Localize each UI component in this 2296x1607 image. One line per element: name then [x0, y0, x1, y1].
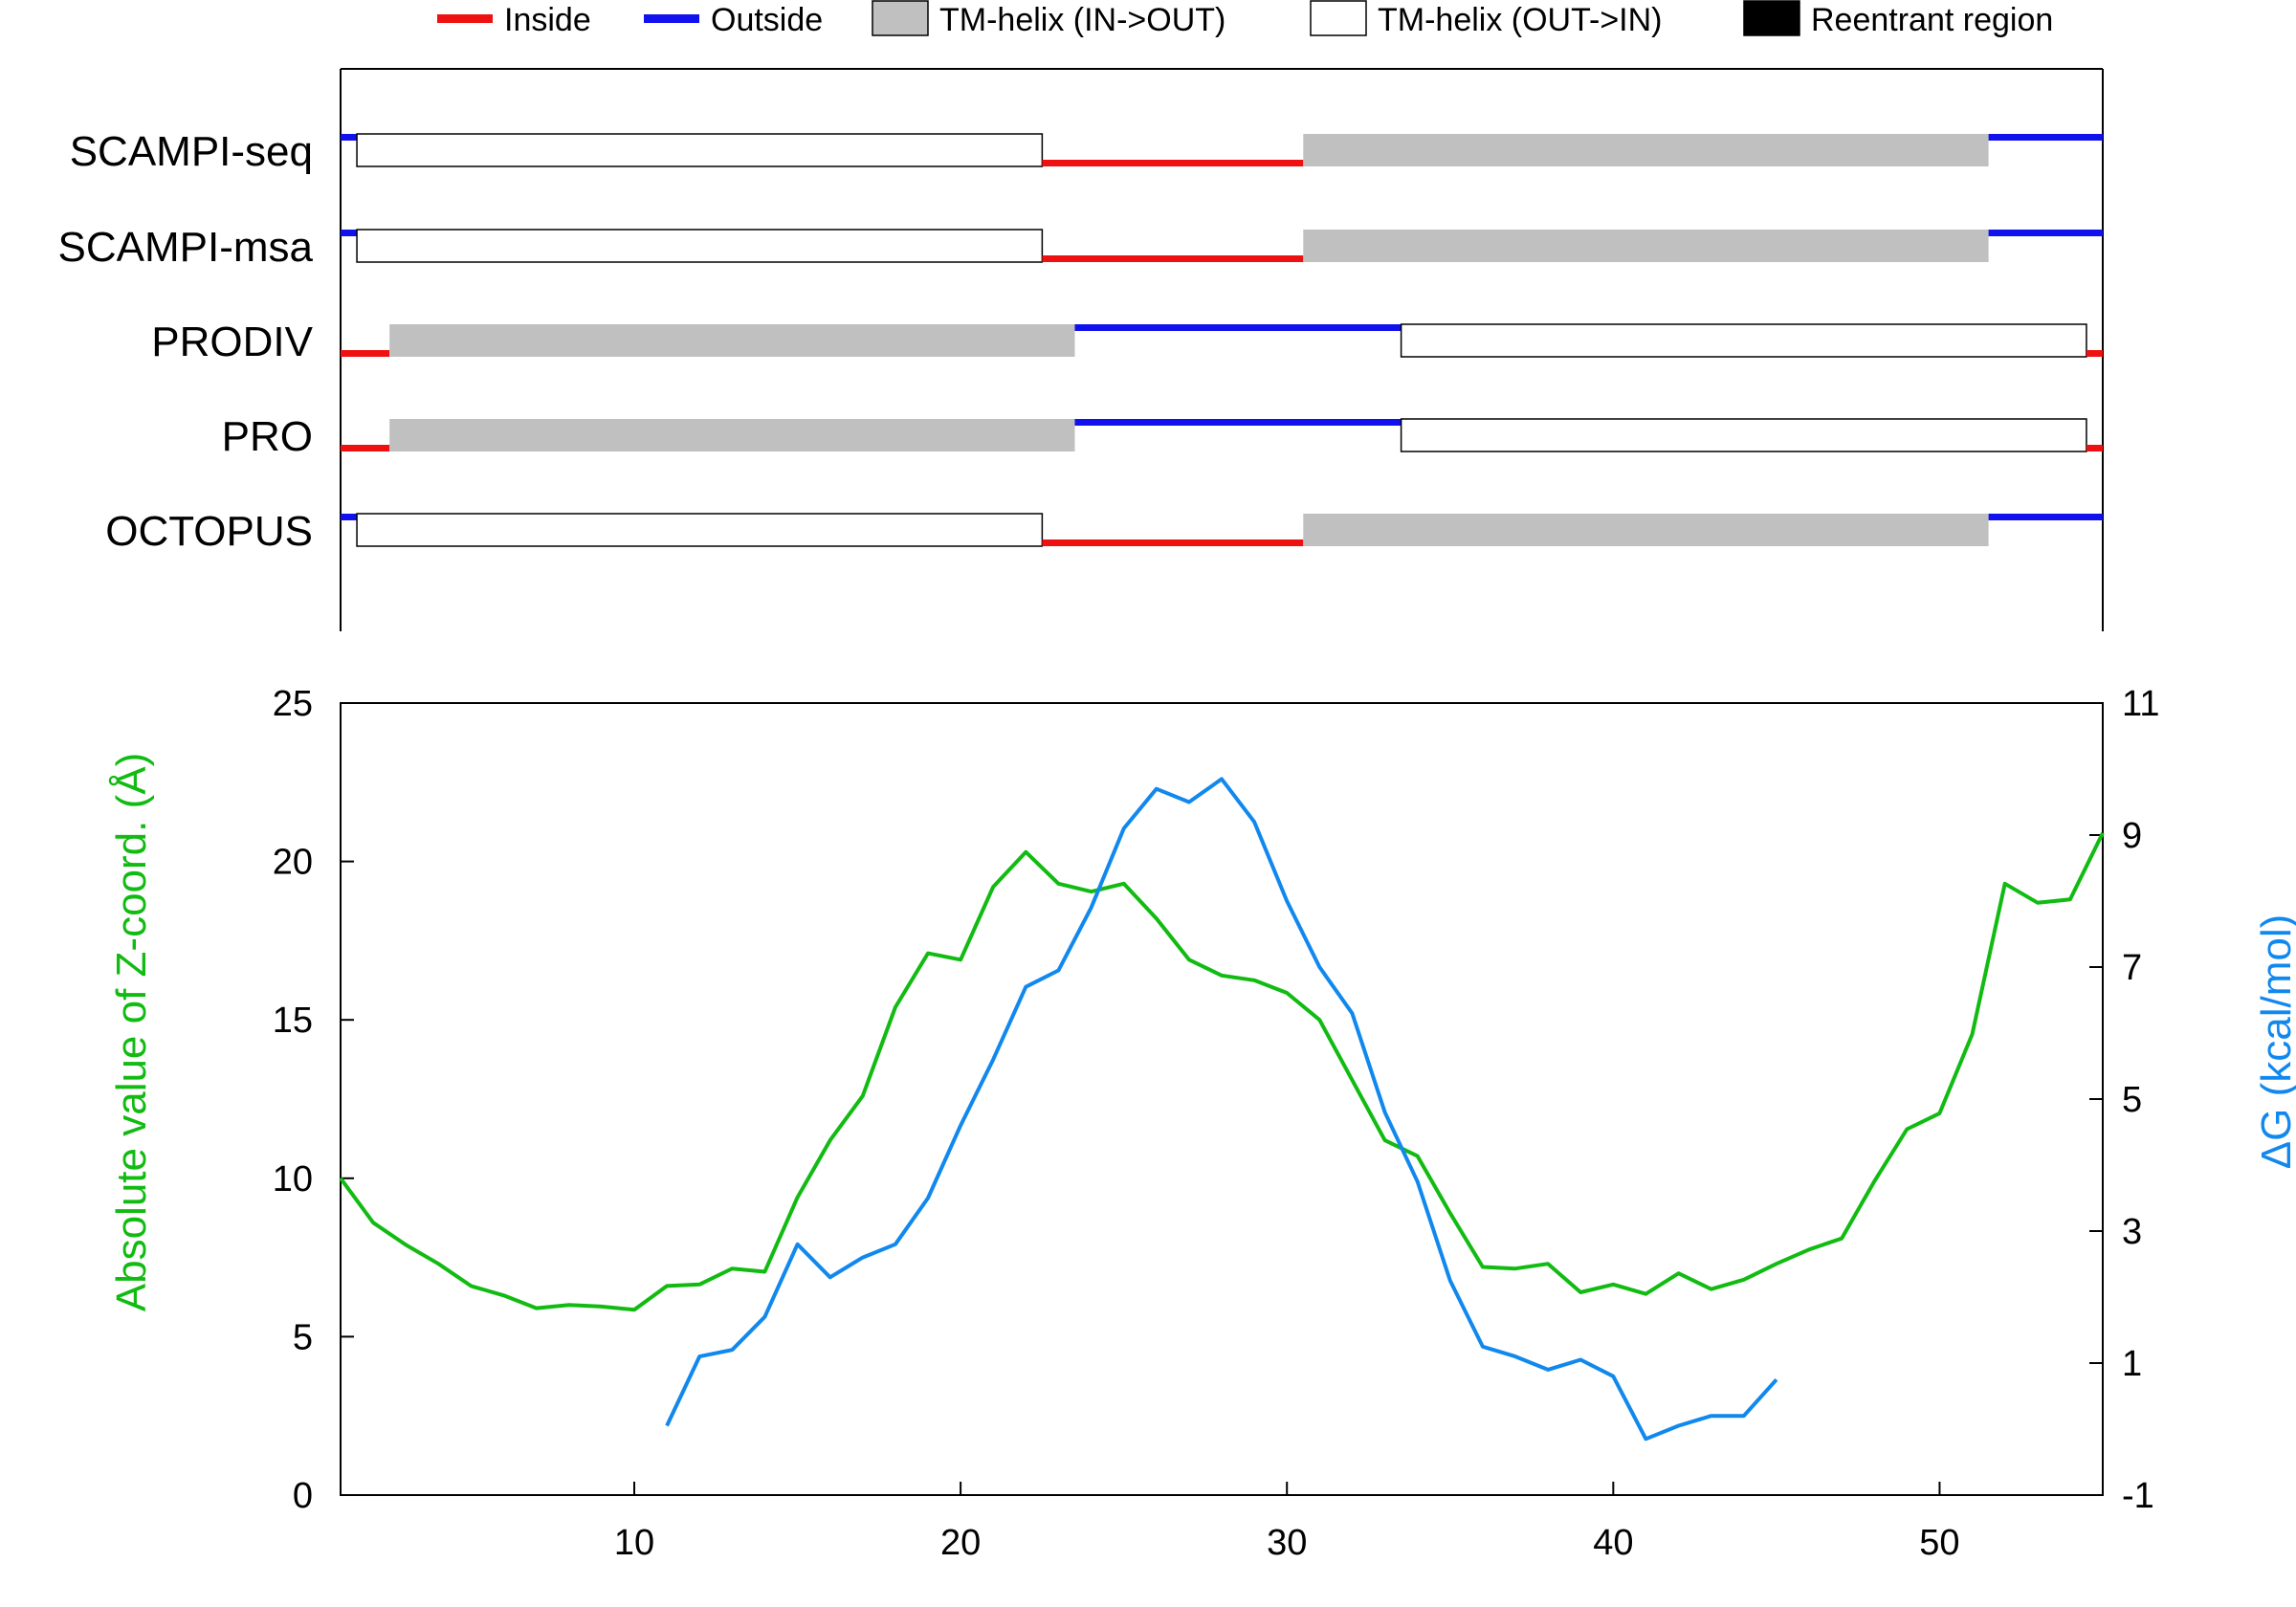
track-label-scampi-msa: SCAMPI-msa — [58, 224, 314, 271]
y-axis-right-label: ΔG (kcal/mol) — [2253, 914, 2296, 1170]
segment-inside — [2086, 350, 2103, 357]
x-tick-label: 20 — [940, 1523, 981, 1563]
y-left-tick-label: 10 — [273, 1159, 313, 1200]
y-right-tick-label: 5 — [2122, 1080, 2142, 1120]
track-pro: PRO — [222, 413, 2103, 460]
segment-outside — [1074, 419, 1402, 426]
legend-label-tm-helix-out-in: TM-helix (OUT->IN) — [1378, 2, 1663, 38]
track-label-scampi-seq: SCAMPI-seq — [70, 128, 313, 175]
segment-outside — [341, 230, 358, 236]
x-tick-label: 40 — [1593, 1523, 1633, 1563]
segment-tm-helix-in-out — [389, 419, 1075, 451]
segment-tm-helix-out-in — [356, 229, 1044, 263]
segment-inside — [341, 350, 390, 357]
topology-tracks: SCAMPI-seq SCAMPI-msa PRODIV PRO OCTOPUS — [58, 128, 2103, 555]
track-prodiv: PRODIV — [151, 319, 2103, 365]
segment-tm-helix-out-in — [1400, 323, 2087, 358]
segment-outside — [341, 514, 358, 520]
z-coordinate-line — [339, 831, 2105, 1312]
legend-label-outside: Outside — [711, 2, 823, 38]
segment-inside — [1042, 539, 1304, 546]
y-right-tick-label: 9 — [2122, 816, 2142, 856]
x-tick-label: 30 — [1267, 1523, 1307, 1563]
y-right-tick-label: 3 — [2122, 1212, 2142, 1252]
legend-label-tm-helix-in-out: TM-helix (IN->OUT) — [939, 2, 1225, 38]
y-right-tick-label: 1 — [2122, 1344, 2142, 1384]
segment-inside — [1042, 160, 1304, 166]
segment-tm-helix-in-out — [1303, 230, 1989, 262]
segment-tm-helix-out-in — [356, 513, 1044, 547]
x-tick-label: 50 — [1919, 1523, 1959, 1563]
track-label-octopus: OCTOPUS — [105, 508, 313, 555]
track-scampi-seq: SCAMPI-seq — [70, 128, 2103, 175]
segment-tm-helix-out-in — [356, 133, 1044, 167]
legend-swatch-reentrant-region — [1743, 0, 1800, 36]
legend-label-reentrant-region: Reentrant region — [1811, 2, 2053, 38]
plot-frame — [340, 702, 2104, 1496]
segment-tm-helix-in-out — [389, 324, 1075, 357]
segment-inside — [2086, 445, 2103, 451]
y-left-tick-label: 5 — [293, 1317, 313, 1357]
segment-outside — [1988, 514, 2103, 520]
delta-g-line — [665, 777, 1778, 1442]
legend: Inside Outside TM-helix (IN->OUT) TM-helix … — [437, 0, 2053, 38]
segment-tm-helix-in-out — [1303, 514, 1989, 546]
y-left-tick-label: 15 — [273, 1001, 313, 1041]
legend-label-inside: Inside — [504, 2, 591, 38]
legend-swatch-tm-helix-in-out — [872, 0, 929, 36]
y-left-tick-label: 0 — [293, 1476, 313, 1516]
segment-outside — [1074, 324, 1402, 331]
track-octopus: OCTOPUS — [105, 508, 2103, 555]
plot-border — [340, 702, 2104, 1496]
y-right-tick-label: -1 — [2122, 1476, 2154, 1516]
track-label-prodiv: PRODIV — [151, 319, 313, 365]
legend-swatch-inside — [437, 14, 493, 23]
x-tick-label: 10 — [614, 1523, 654, 1563]
track-label-pro: PRO — [222, 413, 313, 460]
segment-outside — [1988, 230, 2103, 236]
y-left-tick-label: 20 — [273, 843, 313, 883]
series — [339, 777, 2105, 1442]
segment-tm-helix-out-in — [1400, 418, 2087, 452]
y-left-tick-label: 25 — [273, 684, 313, 724]
track-scampi-msa: SCAMPI-msa — [58, 224, 2103, 271]
segment-outside — [341, 134, 358, 141]
y-axis-left-label: Absolute value of Z-coord. (Å) — [108, 753, 155, 1311]
axes: 10 20 30 40 50 0 5 10 15 20 25 -1 1 3 5 7 9 11 — [273, 684, 2160, 1563]
segment-inside — [1042, 255, 1304, 262]
legend-swatch-tm-helix-out-in — [1310, 0, 1367, 36]
segment-inside — [341, 445, 390, 451]
y-right-tick-label: 7 — [2122, 948, 2142, 988]
legend-swatch-outside — [644, 14, 699, 23]
segment-outside — [1988, 134, 2103, 141]
y-right-tick-label: 11 — [2122, 684, 2159, 724]
segment-tm-helix-in-out — [1303, 134, 1989, 166]
